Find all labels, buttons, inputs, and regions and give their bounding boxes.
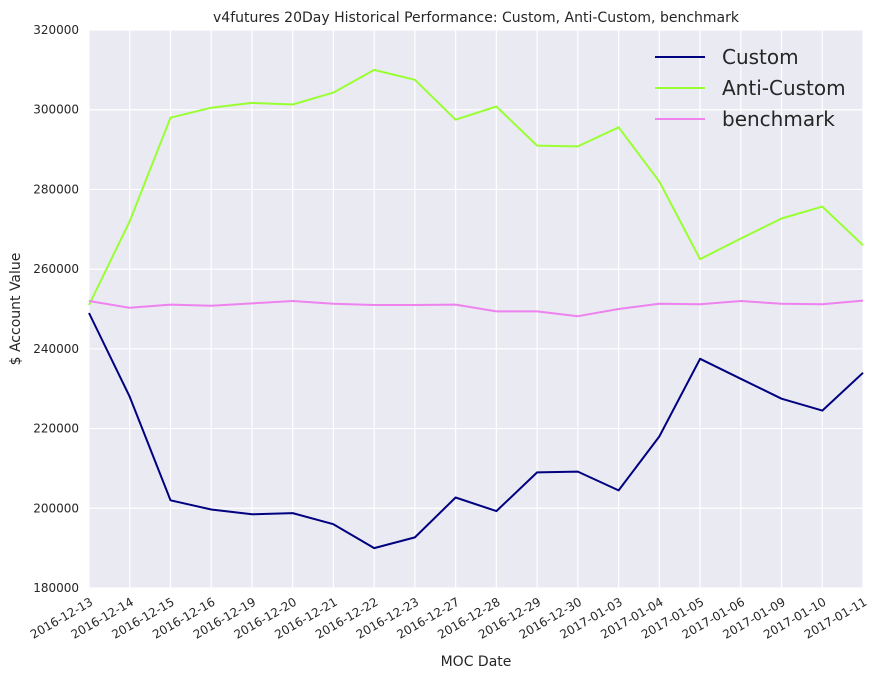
y-tick-label: 200000 bbox=[33, 501, 79, 515]
y-tick-label: 280000 bbox=[33, 182, 79, 196]
y-tick-label: 180000 bbox=[33, 581, 79, 595]
series-line-anti-custom bbox=[88, 68, 864, 306]
x-axis-label: MOC Date bbox=[441, 654, 512, 670]
y-tick-label: 240000 bbox=[33, 342, 79, 356]
legend-label: benchmark bbox=[722, 107, 835, 131]
legend-label: Anti-Custom bbox=[722, 76, 846, 100]
y-tick-labels: 180000 200000 220000 240000 260000 280000 3000… bbox=[33, 23, 79, 595]
series-lines bbox=[88, 68, 864, 550]
y-axis-label: $ Account Value bbox=[8, 253, 24, 366]
y-tick-label: 300000 bbox=[33, 103, 79, 117]
series-line-benchmark bbox=[88, 299, 864, 318]
y-tick-label: 320000 bbox=[33, 23, 79, 37]
series-line-custom bbox=[88, 312, 864, 550]
chart-title: v4futures 20Day Historical Performance: … bbox=[213, 10, 740, 26]
x-tick-labels: 2016-12-132016-12-142016-12-152016-12-16… bbox=[28, 595, 869, 642]
y-tick-label: 260000 bbox=[33, 262, 79, 276]
legend: Custom Anti-Custom benchmark bbox=[655, 45, 846, 131]
y-tick-label: 220000 bbox=[33, 422, 79, 436]
legend-label: Custom bbox=[722, 45, 799, 69]
